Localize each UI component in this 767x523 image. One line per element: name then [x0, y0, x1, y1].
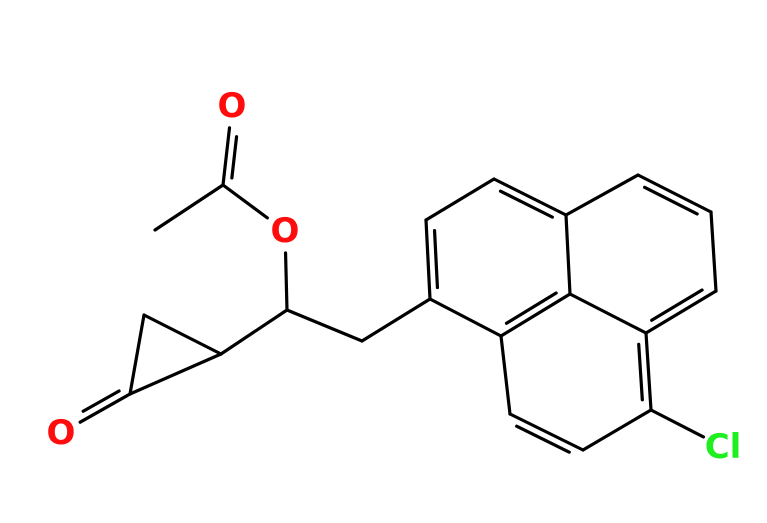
bond-line	[651, 410, 703, 437]
bond-line	[426, 220, 430, 299]
bond-line	[646, 333, 651, 410]
bond-line	[287, 310, 362, 341]
bond-line	[510, 414, 583, 450]
bond-line	[494, 179, 566, 215]
bond-line	[155, 185, 223, 230]
bond-line	[223, 185, 267, 218]
bond-line	[570, 294, 646, 333]
bond-line	[426, 179, 494, 220]
bond-line	[435, 231, 438, 288]
bond-line	[646, 291, 716, 333]
bond-line	[144, 315, 221, 354]
bond-line	[130, 315, 144, 394]
atom-label-o: O	[47, 413, 76, 453]
bond-line	[583, 410, 651, 450]
bond-line	[430, 299, 501, 336]
molecule-diagram: O O O Cl	[0, 0, 767, 523]
atom-label-o: O	[271, 211, 300, 251]
bond-line	[83, 391, 119, 411]
bond-line	[223, 128, 230, 185]
bond-line	[362, 299, 430, 341]
bond-line	[286, 253, 287, 310]
bond-line	[566, 175, 638, 215]
bond-line	[566, 215, 570, 294]
atom-label-o: O	[218, 86, 247, 126]
bond-line	[501, 294, 570, 336]
bond-line	[711, 212, 716, 291]
bond-line	[221, 310, 287, 354]
bond-line	[232, 137, 237, 178]
bond-line	[130, 354, 221, 394]
bond-line	[638, 175, 711, 212]
bond-line	[639, 344, 643, 399]
bond-line	[501, 336, 510, 414]
atom-label-cl: Cl	[705, 427, 742, 467]
